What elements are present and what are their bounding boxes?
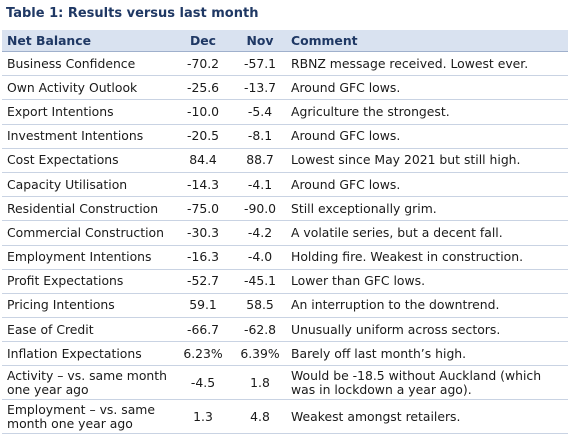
header-row: Net Balance Dec Nov Comment — [2, 30, 568, 52]
table-row: Profit Expectations -52.7 -45.1 Lower th… — [2, 269, 568, 294]
comment-cell: Around GFC lows. — [286, 75, 568, 101]
table-row: Inflation Expectations 6.23% 6.39% Barel… — [2, 341, 568, 367]
nov-cell: -90.0 — [234, 196, 286, 222]
comment-cell: A volatile series, but a decent fall. — [286, 220, 568, 246]
metric-cell: Investment Intentions — [2, 124, 172, 149]
comment-cell: Weakest amongst retailers. — [286, 399, 568, 435]
metric-cell: Capacity Utilisation — [2, 172, 172, 198]
table-row: Export Intentions -10.0 -5.4 Agriculture… — [2, 99, 568, 125]
comment-cell: Around GFC lows. — [286, 124, 568, 149]
dec-cell: -10.0 — [172, 99, 234, 125]
comment-cell: Still exceptionally grim. — [286, 196, 568, 222]
nov-cell: -4.0 — [234, 245, 286, 270]
metric-cell: Employment Intentions — [2, 245, 172, 270]
metric-cell: Cost Expectations — [2, 148, 172, 173]
table-row: Own Activity Outlook -25.6 -13.7 Around … — [2, 75, 568, 101]
table-row: Pricing Intentions 59.1 58.5 An interrup… — [2, 293, 568, 319]
dec-cell: -30.3 — [172, 220, 234, 246]
table-row: Activity – vs. same month one year ago -… — [2, 365, 568, 401]
nov-cell: -57.1 — [234, 51, 286, 77]
metric-cell: Employment – vs. same month one year ago — [2, 399, 172, 435]
header-dec: Dec — [172, 30, 234, 52]
metric-cell: Activity – vs. same month one year ago — [2, 365, 172, 401]
comment-cell: RBNZ message received. Lowest ever. — [286, 51, 568, 77]
results-table: Net Balance Dec Nov Comment Business Con… — [2, 30, 568, 435]
table-body: Business Confidence -70.2 -57.1 RBNZ mes… — [2, 51, 568, 435]
comment-cell: Holding fire. Weakest in construction. — [286, 245, 568, 270]
dec-cell: 6.23% — [172, 341, 234, 367]
dec-cell: -25.6 — [172, 75, 234, 101]
nov-cell: -4.2 — [234, 220, 286, 246]
dec-cell: -75.0 — [172, 196, 234, 222]
nov-cell: -5.4 — [234, 99, 286, 125]
dec-cell: -52.7 — [172, 269, 234, 294]
nov-cell: -45.1 — [234, 269, 286, 294]
metric-cell: Commercial Construction — [2, 220, 172, 246]
metric-cell: Ease of Credit — [2, 317, 172, 343]
table-row: Cost Expectations 84.4 88.7 Lowest since… — [2, 148, 568, 173]
header-comment: Comment — [286, 30, 568, 52]
table-row: Investment Intentions -20.5 -8.1 Around … — [2, 124, 568, 149]
nov-cell: 6.39% — [234, 341, 286, 367]
table-row: Employment – vs. same month one year ago… — [2, 399, 568, 435]
header-nov: Nov — [234, 30, 286, 52]
header-net-balance: Net Balance — [2, 30, 172, 52]
dec-cell: 59.1 — [172, 293, 234, 319]
comment-cell: An interruption to the downtrend. — [286, 293, 568, 319]
metric-cell: Own Activity Outlook — [2, 75, 172, 101]
comment-cell: Lowest since May 2021 but still high. — [286, 148, 568, 173]
dec-cell: -70.2 — [172, 51, 234, 77]
table-row: Ease of Credit -66.7 -62.8 Unusually uni… — [2, 317, 568, 343]
table-row: Employment Intentions -16.3 -4.0 Holding… — [2, 245, 568, 270]
table-header: Net Balance Dec Nov Comment — [2, 30, 568, 52]
nov-cell: -4.1 — [234, 172, 286, 198]
nov-cell: 1.8 — [234, 365, 286, 401]
comment-cell: Unusually uniform across sectors. — [286, 317, 568, 343]
comment-cell: Barely off last month’s high. — [286, 341, 568, 367]
nov-cell: 58.5 — [234, 293, 286, 319]
table-row: Capacity Utilisation -14.3 -4.1 Around G… — [2, 172, 568, 198]
comment-cell: Would be -18.5 without Auckland (which w… — [286, 365, 568, 401]
comment-cell: Lower than GFC lows. — [286, 269, 568, 294]
dec-cell: -66.7 — [172, 317, 234, 343]
nov-cell: 88.7 — [234, 148, 286, 173]
table-row: Commercial Construction -30.3 -4.2 A vol… — [2, 220, 568, 246]
metric-cell: Business Confidence — [2, 51, 172, 77]
dec-cell: 1.3 — [172, 399, 234, 435]
comment-cell: Around GFC lows. — [286, 172, 568, 198]
metric-cell: Pricing Intentions — [2, 293, 172, 319]
metric-cell: Residential Construction — [2, 196, 172, 222]
metric-cell: Profit Expectations — [2, 269, 172, 294]
nov-cell: -13.7 — [234, 75, 286, 101]
metric-cell: Inflation Expectations — [2, 341, 172, 367]
nov-cell: -8.1 — [234, 124, 286, 149]
dec-cell: -16.3 — [172, 245, 234, 270]
metric-cell: Export Intentions — [2, 99, 172, 125]
dec-cell: -20.5 — [172, 124, 234, 149]
table-row: Business Confidence -70.2 -57.1 RBNZ mes… — [2, 51, 568, 77]
nov-cell: 4.8 — [234, 399, 286, 435]
table-row: Residential Construction -75.0 -90.0 Sti… — [2, 196, 568, 222]
table-title: Table 1: Results versus last month — [6, 6, 259, 21]
nov-cell: -62.8 — [234, 317, 286, 343]
dec-cell: -4.5 — [172, 365, 234, 401]
comment-cell: Agriculture the strongest. — [286, 99, 568, 125]
dec-cell: 84.4 — [172, 148, 234, 173]
dec-cell: -14.3 — [172, 172, 234, 198]
